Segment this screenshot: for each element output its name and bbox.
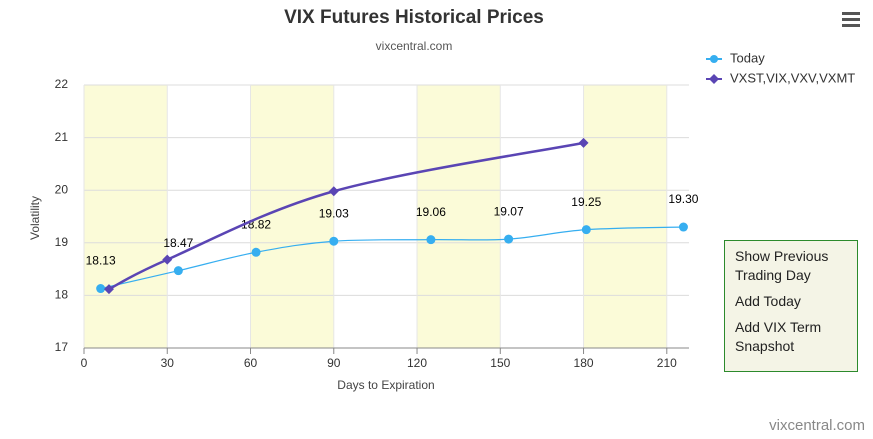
- data-point: [96, 284, 106, 294]
- legend-marker: [709, 74, 719, 84]
- x-tick-label: 120: [407, 356, 427, 370]
- data-label: 19.07: [494, 204, 524, 218]
- menu-item[interactable]: Add VIX Term Snapshot: [735, 319, 822, 354]
- data-label: 19.30: [668, 192, 698, 206]
- plot-background: [84, 85, 667, 348]
- data-label: 18.13: [86, 254, 116, 268]
- x-axis-title: Days to Expiration: [337, 378, 434, 392]
- data-point: [251, 247, 261, 257]
- menu-icon[interactable]: [842, 12, 860, 27]
- data-label: 19.03: [319, 206, 349, 220]
- y-axis-title: Volatility: [28, 196, 42, 240]
- context-menu: Show Previous Trading Day Add Today Add …: [724, 240, 858, 372]
- data-point: [426, 235, 436, 245]
- x-tick-label: 180: [574, 356, 594, 370]
- data-point: [581, 225, 591, 235]
- chart-subtitle: vixcentral.com: [376, 39, 453, 53]
- data-point: [328, 186, 339, 197]
- x-tick-label: 0: [81, 356, 88, 370]
- legend-label[interactable]: VXST,VIX,VXV,VXMT: [730, 70, 855, 85]
- data-point: [329, 236, 339, 246]
- y-tick-label: 22: [55, 77, 69, 91]
- y-tick-label: 18: [55, 288, 69, 302]
- y-tick-label: 20: [55, 182, 69, 196]
- data-label: 18.47: [163, 236, 193, 250]
- x-tick-label: 150: [490, 356, 510, 370]
- y-tick-label: 17: [55, 340, 69, 354]
- chart-title: VIX Futures Historical Prices: [284, 7, 544, 28]
- data-point: [103, 284, 114, 295]
- data-point: [173, 266, 183, 276]
- data-point: [578, 137, 589, 148]
- x-tick-label: 30: [161, 356, 175, 370]
- plot-band: [583, 85, 667, 348]
- credits: vixcentral.com: [769, 417, 865, 434]
- menu-item[interactable]: Add Today: [735, 293, 801, 309]
- x-tick-label: 60: [244, 356, 258, 370]
- legend-marker: [710, 55, 718, 63]
- plot-band: [417, 85, 501, 348]
- x-tick-label: 210: [657, 356, 677, 370]
- data-label: 19.06: [416, 205, 446, 219]
- data-point: [678, 222, 688, 232]
- plot-band: [84, 85, 168, 348]
- y-tick-label: 19: [55, 235, 69, 249]
- data-label: 19.25: [571, 195, 601, 209]
- y-tick-label: 21: [55, 130, 69, 144]
- series-line: [108, 141, 584, 291]
- x-tick-label: 90: [327, 356, 341, 370]
- data-point: [162, 254, 173, 265]
- menu-item[interactable]: Show Previous Trading Day: [735, 248, 829, 283]
- data-point: [504, 234, 514, 244]
- legend-label[interactable]: Today: [730, 50, 765, 65]
